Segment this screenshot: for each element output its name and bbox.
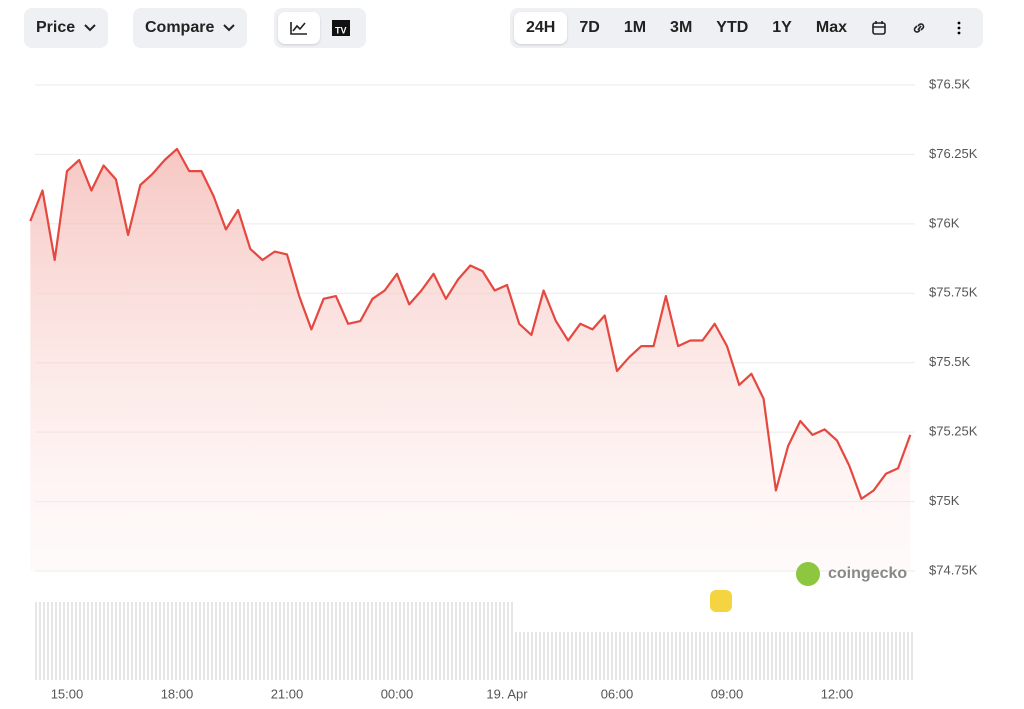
compare-menu: Compare	[133, 8, 248, 48]
link-button[interactable]	[899, 12, 939, 44]
chart-type: TV	[274, 8, 366, 48]
svg-text:TV: TV	[335, 25, 347, 35]
y-tick-label: $76K	[929, 215, 960, 230]
price-menu: Price	[24, 8, 109, 48]
range-button[interactable]: 1M	[623, 19, 647, 36]
y-tick-label: $75.75K	[929, 285, 978, 300]
x-tick-label: 00:00	[381, 686, 414, 701]
y-tick-label: $75K	[929, 493, 960, 508]
range-button[interactable]: 1Y	[772, 19, 792, 36]
x-tick-label: 18:00	[161, 686, 194, 701]
x-tick-label: 09:00	[711, 686, 744, 701]
calendar-button[interactable]	[859, 12, 899, 44]
x-tick-label: 06:00	[601, 686, 634, 701]
y-tick-label: $75.25K	[929, 424, 978, 439]
range-button[interactable]: YTD	[716, 19, 749, 36]
price-line	[29, 147, 912, 500]
range-button[interactable]: Max	[815, 19, 847, 36]
range-button[interactable]: 24H	[514, 12, 568, 44]
x-tick-label: 21:00	[271, 686, 304, 701]
range-button[interactable]: 7D	[579, 19, 600, 36]
range-selector: 24H 7D 1M 3M YTD 1Y Max	[510, 8, 983, 48]
x-tick-label: 12:00	[821, 686, 854, 701]
line-chart-button[interactable]	[278, 12, 320, 44]
y-tick-label: $76.5K	[929, 76, 971, 91]
y-tick-label: $76.25K	[929, 146, 978, 161]
price-button[interactable]: Price	[24, 12, 108, 44]
highlight-icon[interactable]	[710, 590, 732, 612]
volume-bars	[35, 602, 915, 680]
x-tick-label: 19. Apr	[486, 686, 528, 701]
area	[30, 148, 911, 571]
watermark: coingecko	[796, 562, 907, 586]
tradingview-button[interactable]: TV	[320, 12, 362, 44]
y-tick-label: $74.75K	[929, 562, 978, 577]
x-tick-label: 15:00	[51, 686, 84, 701]
range-button[interactable]: 3M	[670, 19, 693, 36]
compare-button[interactable]: Compare	[133, 12, 247, 44]
y-tick-label: $75.5K	[929, 354, 971, 369]
more-button[interactable]	[939, 12, 979, 44]
